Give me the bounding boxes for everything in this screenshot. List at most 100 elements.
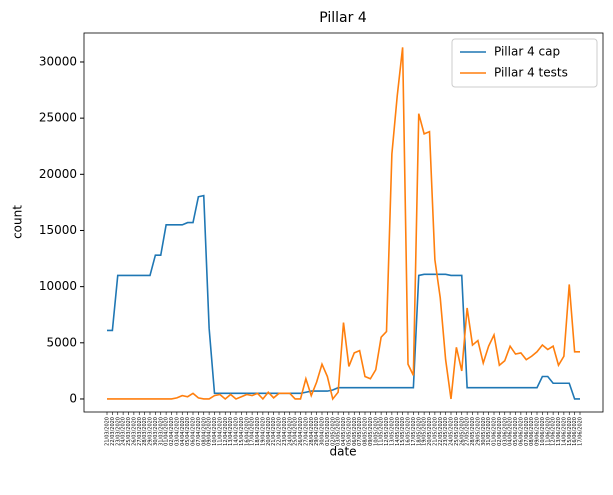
x-tick-label: 17/04/2020 — [250, 417, 256, 446]
x-tick-label: 25/04/2020 — [293, 417, 299, 446]
x-tick-label: 30/04/2020 — [320, 417, 326, 446]
x-tick-label: 04/04/2020 — [180, 417, 186, 446]
x-tick-label: 06/05/2020 — [352, 417, 358, 446]
x-tick-label: 19/04/2020 — [260, 417, 266, 446]
x-tick-label: 26/04/2020 — [298, 417, 304, 446]
y-tick-label: 30000 — [39, 54, 77, 68]
y-tick-label: 10000 — [39, 279, 77, 293]
x-tick-label: 25/03/2020 — [126, 417, 132, 446]
x-tick-label: 27/04/2020 — [303, 417, 309, 446]
x-tick-label: 11/04/2020 — [217, 417, 223, 446]
x-tick-label: 24/04/2020 — [287, 417, 293, 446]
x-tick-label: 23/05/2020 — [443, 417, 449, 446]
x-tick-label: 10/06/2020 — [540, 417, 546, 446]
x-tick-label: 16/06/2020 — [572, 417, 578, 446]
x-tick-label: 12/04/2020 — [223, 417, 229, 446]
x-tick-label: 24/03/2020 — [121, 417, 127, 446]
x-tick-label: 01/06/2020 — [492, 417, 498, 446]
x-tick-label: 21/05/2020 — [432, 417, 438, 446]
x-tick-label: 16/05/2020 — [406, 417, 412, 446]
x-tick-label: 09/05/2020 — [368, 417, 374, 446]
y-tick-label: 15000 — [39, 223, 77, 237]
y-tick-label: 20000 — [39, 167, 77, 181]
x-tick-label: 01/05/2020 — [325, 417, 331, 446]
x-tick-label: 06/04/2020 — [191, 417, 197, 446]
x-tick-label: 15/05/2020 — [400, 417, 406, 446]
x-tick-label: 15/06/2020 — [567, 417, 573, 446]
x-tick-label: 27/03/2020 — [137, 417, 143, 446]
x-tick-label: 14/04/2020 — [234, 417, 240, 446]
y-tick-label: 25000 — [39, 111, 77, 125]
x-tick-label: 29/05/2020 — [475, 417, 481, 446]
x-tick-label: 31/05/2020 — [486, 417, 492, 446]
x-tick-label: 07/04/2020 — [196, 417, 202, 446]
x-tick-label: 09/04/2020 — [207, 417, 213, 446]
x-tick-label: 30/05/2020 — [481, 417, 487, 446]
x-tick-label: 17/06/2020 — [578, 417, 584, 446]
x-tick-label: 24/05/2020 — [449, 417, 455, 446]
x-tick-label: 03/05/2020 — [336, 417, 342, 446]
series-line — [107, 194, 580, 400]
plot-frame — [83, 32, 604, 413]
x-tick-label: 08/04/2020 — [201, 417, 207, 446]
x-tick-label: 12/06/2020 — [551, 417, 557, 446]
x-tick-label: 05/06/2020 — [513, 417, 519, 446]
x-tick-label: 05/04/2020 — [185, 417, 191, 446]
x-axis-label: date — [329, 445, 356, 459]
x-tick-label: 26/05/2020 — [459, 417, 465, 446]
x-tick-label: 17/05/2020 — [411, 417, 417, 446]
x-tick-label: 26/03/2020 — [131, 417, 137, 446]
x-tick-label: 09/06/2020 — [535, 417, 541, 446]
x-tick-label: 02/05/2020 — [330, 417, 336, 446]
series-line — [107, 47, 580, 401]
x-tick-label: 08/05/2020 — [363, 417, 369, 446]
x-tick-label: 23/04/2020 — [282, 417, 288, 446]
y-axis-label: count — [11, 205, 25, 239]
x-tick-label: 31/03/2020 — [158, 417, 164, 446]
x-tick-label: 13/06/2020 — [556, 417, 562, 446]
y-tick-label: 5000 — [46, 335, 77, 349]
x-tick-label: 13/04/2020 — [228, 417, 234, 446]
x-tick-label: 15/04/2020 — [239, 417, 245, 446]
x-tick-label: 08/06/2020 — [529, 417, 535, 446]
chart-title: Pillar 4 — [319, 10, 367, 26]
x-tick-label: 22/03/2020 — [110, 417, 116, 446]
x-tick-label: 05/05/2020 — [346, 417, 352, 446]
x-tick-label: 20/04/2020 — [266, 417, 272, 446]
x-tick-label: 28/03/2020 — [142, 417, 148, 446]
x-tick-label: 04/06/2020 — [508, 417, 514, 446]
x-tick-label: 18/04/2020 — [255, 417, 261, 446]
x-tick-label: 10/04/2020 — [212, 417, 218, 446]
x-tick-label: 29/04/2020 — [314, 417, 320, 446]
legend-label: Pillar 4 tests — [494, 66, 568, 80]
x-tick-label: 11/06/2020 — [545, 417, 551, 446]
x-tick-label: 30/03/2020 — [153, 417, 159, 446]
x-tick-label: 01/04/2020 — [164, 417, 170, 446]
x-tick-label: 04/05/2020 — [341, 417, 347, 446]
x-tick-label: 23/03/2020 — [115, 417, 121, 446]
x-tick-label: 03/04/2020 — [174, 417, 180, 446]
x-tick-label: 16/04/2020 — [244, 417, 250, 446]
legend-box — [451, 38, 598, 88]
x-tick-label: 12/05/2020 — [384, 417, 390, 446]
y-tick-label: 0 — [69, 391, 77, 405]
x-tick-label: 11/05/2020 — [379, 417, 385, 446]
x-tick-label: 19/05/2020 — [422, 417, 428, 446]
x-tick-label: 21/03/2020 — [105, 417, 111, 446]
x-tick-label: 27/05/2020 — [465, 417, 471, 446]
x-tick-label: 18/05/2020 — [416, 417, 422, 446]
x-tick-label: 07/06/2020 — [524, 417, 530, 446]
x-tick-label: 21/04/2020 — [271, 417, 277, 446]
x-tick-label: 22/04/2020 — [277, 417, 283, 446]
x-tick-label: 03/06/2020 — [502, 417, 508, 446]
x-tick-label: 10/05/2020 — [373, 417, 379, 446]
x-tick-label: 13/05/2020 — [389, 417, 395, 446]
x-tick-label: 02/04/2020 — [169, 417, 175, 446]
legend-label: Pillar 4 cap — [494, 45, 560, 59]
x-tick-label: 14/06/2020 — [561, 417, 567, 446]
x-tick-label: 02/06/2020 — [497, 417, 503, 446]
x-tick-label: 07/05/2020 — [357, 417, 363, 446]
x-tick-label: 28/05/2020 — [470, 417, 476, 446]
x-tick-label: 06/06/2020 — [518, 417, 524, 446]
